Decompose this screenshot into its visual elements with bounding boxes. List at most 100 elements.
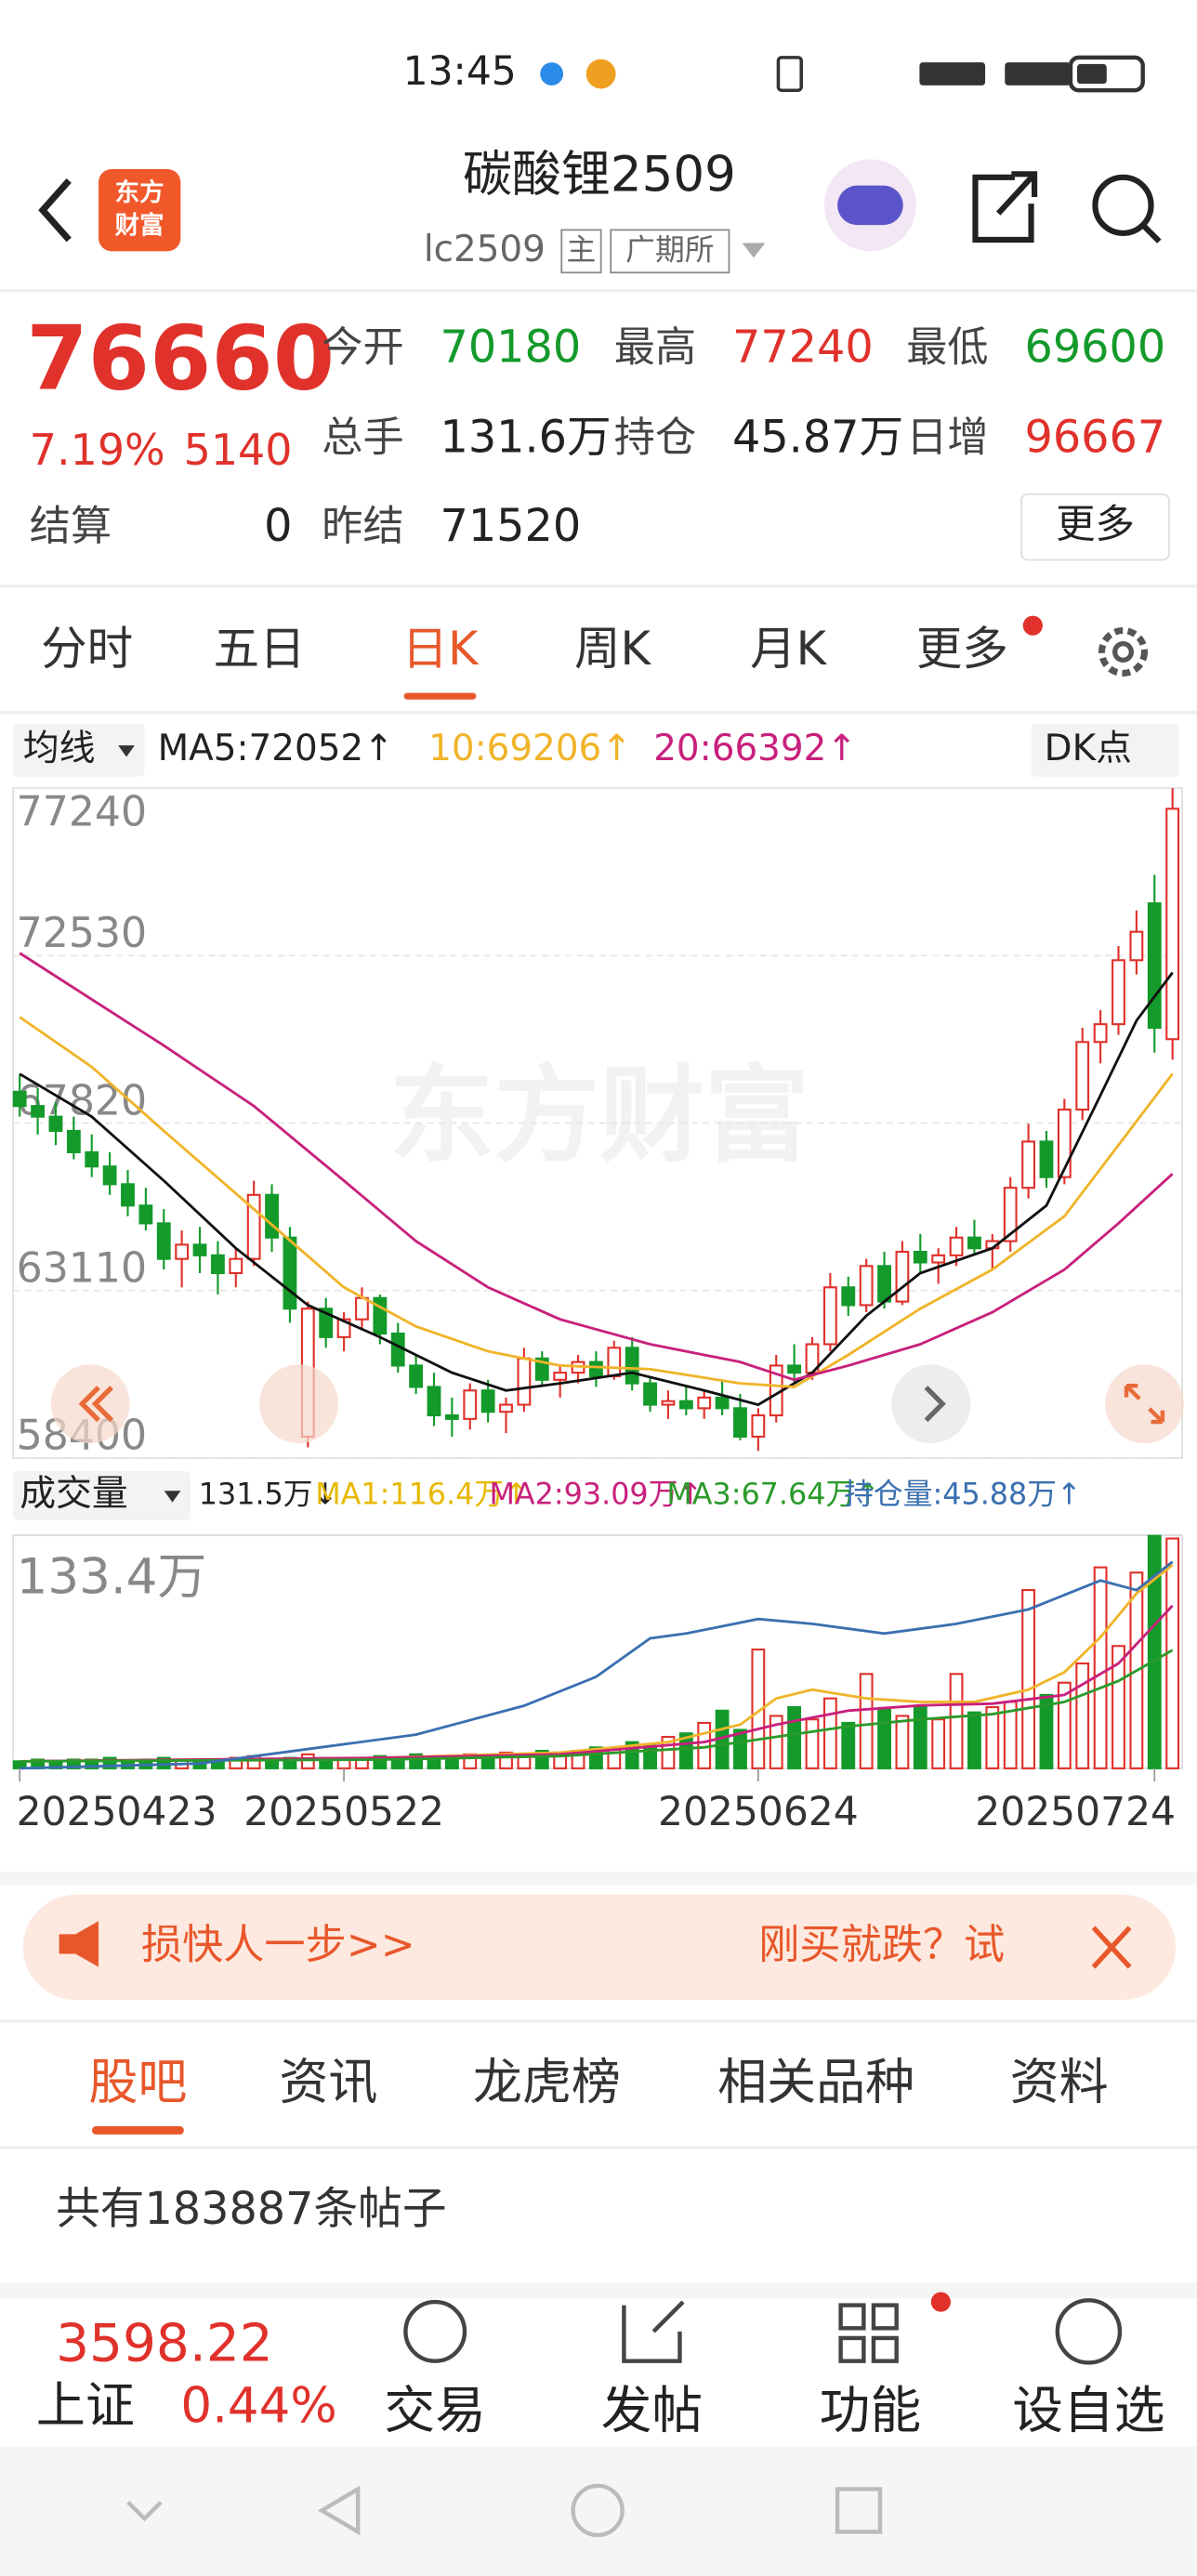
nav-right[interactable]: [891, 1364, 971, 1444]
search-button[interactable]: [1092, 174, 1154, 237]
dk-button[interactable]: [1031, 724, 1179, 777]
candle-body: [355, 1296, 369, 1321]
vol-selector-label: 成交量: [20, 1473, 128, 1515]
volume-bar: [787, 1705, 802, 1769]
nav-item[interactable]: 设自选: [1012, 2380, 1164, 2439]
period-tab[interactable]: 周K: [574, 622, 651, 676]
volume-bar: [822, 1697, 837, 1769]
candle-body: [1003, 1187, 1018, 1242]
dk-label: DK点: [1045, 728, 1132, 769]
candle-body: [121, 1183, 135, 1207]
banner-right: 刚买就跌？试: [758, 1921, 1005, 1968]
section-tab[interactable]: 股吧: [88, 2055, 187, 2111]
more-label: 更多: [1056, 502, 1135, 547]
system-nav-buttons: [126, 2483, 883, 2538]
section-tab[interactable]: 资料: [1010, 2055, 1109, 2111]
period-tab[interactable]: 分时: [41, 622, 133, 676]
candle-body: [85, 1150, 99, 1168]
field-value: 69600: [1024, 322, 1165, 373]
x-tick-label: 20250423: [17, 1789, 217, 1834]
nav-plus[interactable]: [259, 1364, 338, 1444]
candle-body: [517, 1357, 532, 1406]
candle-body: [967, 1236, 981, 1250]
badge: [1022, 615, 1043, 636]
volume-bar: [733, 1728, 747, 1769]
nav-item[interactable]: 功能: [820, 2380, 922, 2439]
field-label: 最低: [906, 323, 988, 371]
candle-body: [1147, 902, 1162, 1030]
vol-selector[interactable]: [13, 1471, 191, 1521]
volume-bar: [553, 1755, 568, 1769]
field-label: 总手: [322, 414, 403, 462]
ma-line: [19, 1016, 1174, 1388]
volume-bar: [895, 1715, 910, 1769]
field-label: 昨结: [322, 503, 403, 550]
status-icon: [585, 59, 616, 89]
candle-body: [1075, 1041, 1090, 1111]
ma-selector[interactable]: [13, 724, 145, 777]
period-tab[interactable]: 日K: [402, 622, 480, 676]
candle-body: [31, 1105, 46, 1118]
divider: [0, 2281, 1197, 2299]
banner-close[interactable]: [1091, 1925, 1132, 1969]
nav-expand[interactable]: [1105, 1364, 1184, 1444]
change: 5140: [184, 425, 293, 475]
volume-bar: [102, 1756, 117, 1769]
status-icon: [540, 62, 564, 85]
index-value: 3598.22: [56, 2313, 273, 2373]
candle-body: [787, 1364, 802, 1374]
back-button[interactable]: [38, 178, 72, 243]
section-tab[interactable]: 龙虎榜: [473, 2055, 621, 2111]
section-tab[interactable]: 资讯: [279, 2055, 377, 2111]
logo: [99, 169, 181, 252]
volume-bar: [805, 1718, 820, 1769]
ma-line: [19, 952, 1174, 1382]
candle-body: [895, 1250, 910, 1303]
volume-bar: [769, 1715, 783, 1769]
section-tab[interactable]: 相关品种: [717, 2055, 914, 2111]
index-name: 上证: [36, 2378, 135, 2435]
candle-body: [192, 1243, 207, 1256]
banner-icon: [59, 1921, 99, 1967]
status-time: 13:45: [403, 48, 517, 94]
candle-body: [1039, 1140, 1054, 1178]
tab-indicator: [91, 2126, 184, 2135]
share-button[interactable]: [972, 171, 1038, 243]
period-tab[interactable]: 月K: [750, 622, 827, 676]
field-value: 70180: [441, 322, 582, 373]
candle-body: [409, 1364, 424, 1388]
field-label: 日增: [906, 414, 988, 462]
kline-chart: 5840063110678207253077240: [12, 787, 1183, 1460]
more-button[interactable]: [1020, 493, 1170, 561]
banner[interactable]: [22, 1894, 1177, 2000]
field-label: 最高: [614, 323, 696, 371]
candle-body: [229, 1257, 243, 1275]
volume-bar: [913, 1705, 927, 1769]
system-nav: [0, 2446, 1197, 2576]
banner-left: 损快人一步>>: [141, 1921, 415, 1968]
field-value: 77240: [732, 322, 874, 373]
period-tab[interactable]: 更多: [916, 622, 1008, 676]
nav-left[interactable]: [50, 1364, 130, 1444]
title: 碳酸锂2509: [463, 146, 736, 203]
period-tab[interactable]: 五日: [214, 622, 306, 676]
candle-body: [427, 1386, 441, 1417]
index-change: 0.44%: [180, 2378, 336, 2435]
badge: [930, 2292, 951, 2312]
code: lc2509: [424, 229, 546, 270]
dropdown[interactable]: [742, 243, 766, 258]
settings-button[interactable]: [1098, 626, 1148, 677]
candle-body: [102, 1165, 117, 1186]
nav-left-icon: [78, 1386, 114, 1423]
nav-item[interactable]: 交易: [384, 2380, 486, 2439]
ma-line: [20, 1604, 1174, 1763]
nav-item[interactable]: 发帖: [601, 2380, 704, 2439]
candle-body: [480, 1389, 495, 1413]
x-tick-label: 20250624: [658, 1789, 859, 1834]
tag-box: [560, 229, 602, 274]
nav-expand-icon: [1124, 1384, 1165, 1425]
candle-body: [588, 1360, 603, 1378]
candle-body: [499, 1403, 513, 1413]
candle-body: [1129, 930, 1144, 962]
